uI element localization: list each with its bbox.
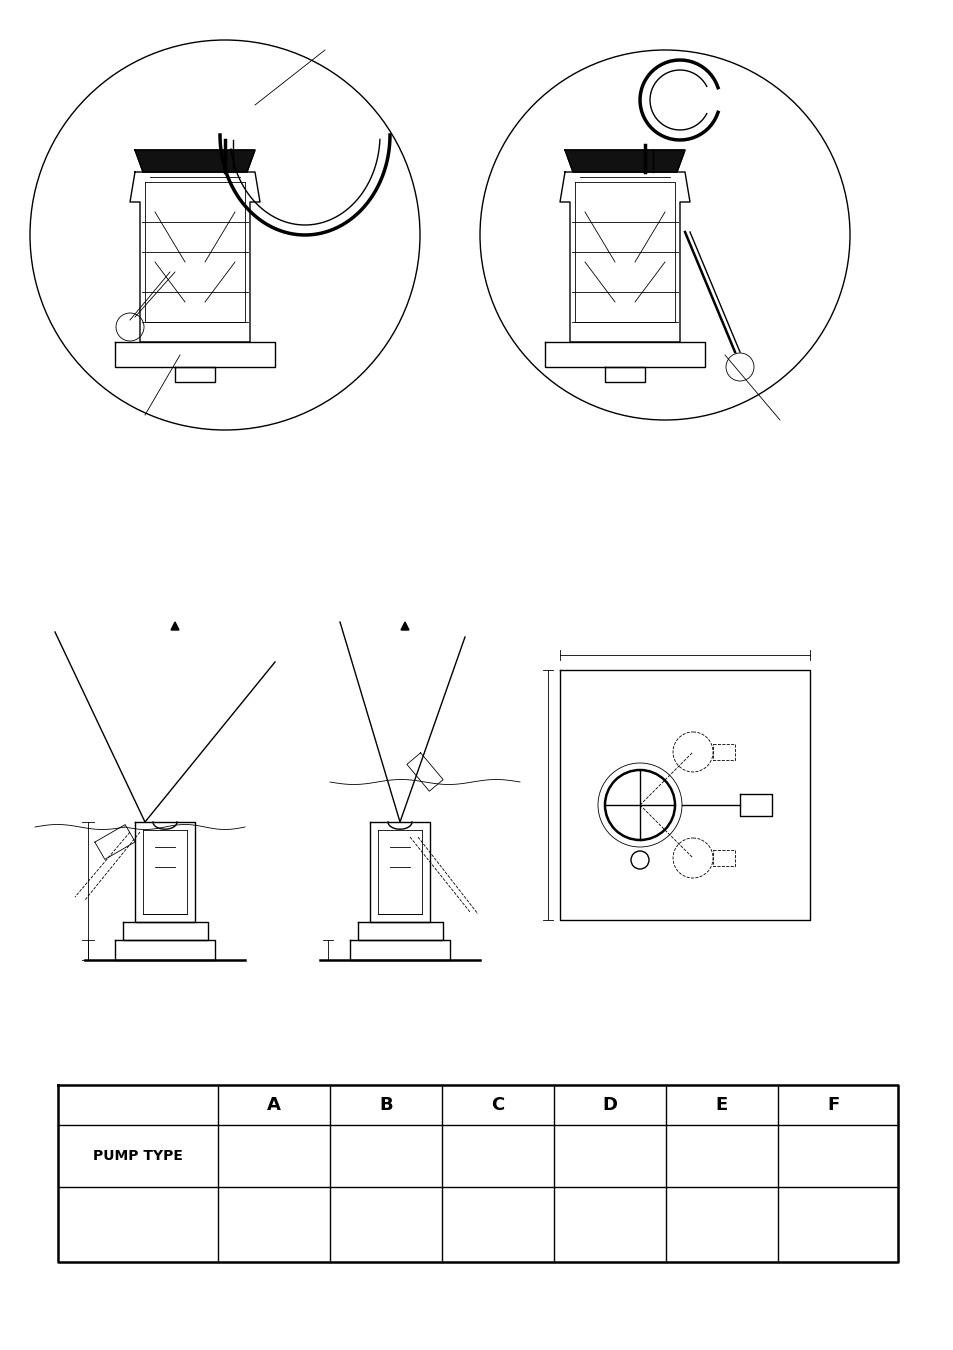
Text: A: A <box>267 1096 280 1114</box>
Polygon shape <box>400 622 409 630</box>
Polygon shape <box>135 150 254 171</box>
Polygon shape <box>564 150 684 171</box>
Text: D: D <box>602 1096 617 1114</box>
Text: PUMP TYPE: PUMP TYPE <box>93 1149 183 1162</box>
Text: E: E <box>715 1096 727 1114</box>
Text: F: F <box>827 1096 840 1114</box>
Text: B: B <box>378 1096 393 1114</box>
Text: C: C <box>491 1096 504 1114</box>
Polygon shape <box>171 622 179 630</box>
